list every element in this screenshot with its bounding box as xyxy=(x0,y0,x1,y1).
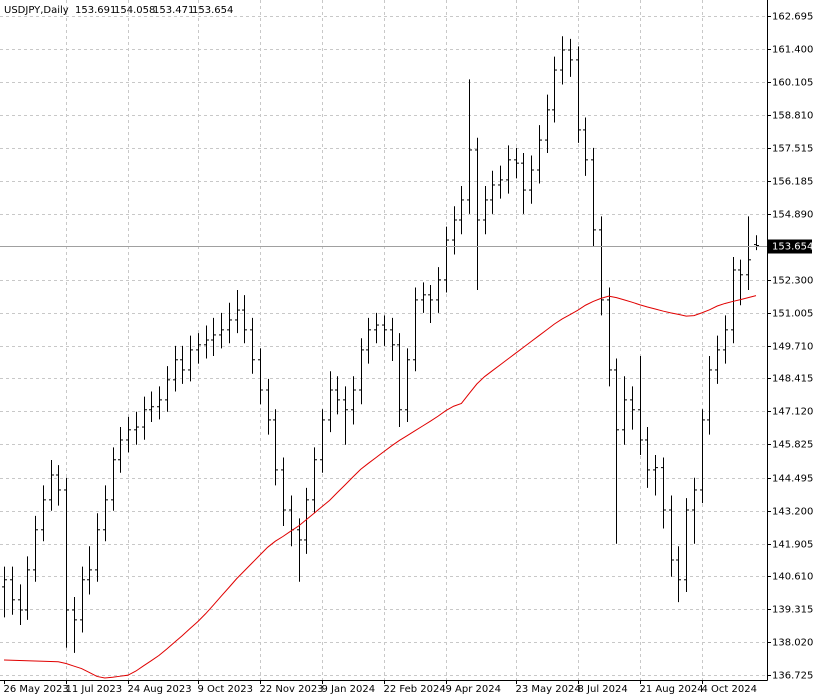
x-tick-label: 26 May 2023 xyxy=(4,684,69,695)
y-tick-label: 154.890 xyxy=(772,210,813,221)
y-tick-label: 145.825 xyxy=(772,440,813,451)
y-tick-label: 143.200 xyxy=(772,507,813,518)
price-label: 153.654 xyxy=(772,242,813,253)
x-tick-label: 9 Jan 2024 xyxy=(322,684,376,695)
y-tick-label: 136.725 xyxy=(772,671,813,682)
y-tick-label: 149.710 xyxy=(772,342,813,353)
x-tick-label: 9 Oct 2023 xyxy=(198,684,253,695)
x-tick-label: 8 Jul 2024 xyxy=(578,684,628,695)
header-high: 154.058 xyxy=(114,5,155,16)
y-tick-label: 148.415 xyxy=(772,374,813,385)
y-tick-label: 152.300 xyxy=(772,276,813,287)
y-tick-label: 157.515 xyxy=(772,144,813,155)
y-tick-label: 139.315 xyxy=(772,605,813,616)
y-tick-label: 160.105 xyxy=(772,78,813,89)
y-tick-label: 151.005 xyxy=(772,309,813,320)
x-tick-label: 4 Oct 2024 xyxy=(702,684,757,695)
header-close: 153.654 xyxy=(192,5,233,16)
x-tick-label: 11 Jul 2023 xyxy=(66,684,123,695)
symbol-title: USDJPY,Daily xyxy=(4,5,69,16)
header-open: 153.691 xyxy=(75,5,116,16)
y-tick-label: 141.905 xyxy=(772,540,813,551)
y-tick-label: 156.185 xyxy=(772,177,813,188)
x-tick-label: 21 Aug 2024 xyxy=(640,684,704,695)
y-tick-label: 162.695 xyxy=(772,12,813,23)
x-tick-label: 24 Aug 2023 xyxy=(128,684,192,695)
header: USDJPY,Daily 153.691 154.058 153.471 153… xyxy=(4,5,233,16)
x-tick-label: 23 May 2024 xyxy=(516,684,581,695)
x-tick-label: 22 Nov 2023 xyxy=(260,684,324,695)
header-low: 153.471 xyxy=(153,5,194,16)
price-label-bg xyxy=(767,239,812,254)
y-tick-label: 140.610 xyxy=(772,572,813,583)
y-tick-label: 144.495 xyxy=(772,474,813,485)
y-tick-label: 138.020 xyxy=(772,638,813,649)
moving-average xyxy=(3,295,757,679)
x-tick-label: 9 Apr 2024 xyxy=(446,684,501,695)
x-tick-label: 22 Feb 2024 xyxy=(384,684,446,695)
y-tick-label: 147.120 xyxy=(772,407,813,418)
y-tick-label: 161.400 xyxy=(772,45,813,56)
y-tick-label: 158.810 xyxy=(772,111,813,122)
